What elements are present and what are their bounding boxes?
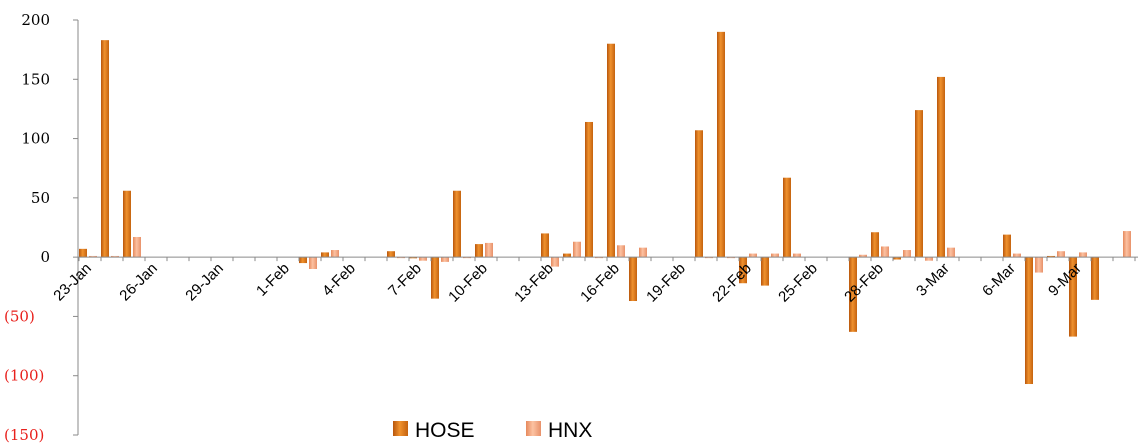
- bar-hose-13-Feb: [541, 233, 549, 258]
- legend-label-hnx: HNX: [548, 419, 592, 442]
- bar-hnx-3-Feb: [331, 250, 339, 258]
- y-axis: 200 150 100 50 0 (50) (100) (150): [4, 11, 79, 444]
- bar-hose-7-Feb: [409, 257, 417, 259]
- bar-hnx-25-Jan: [133, 236, 141, 258]
- bar-hnx-24-Feb: [793, 253, 801, 258]
- bar-hose-15-Feb: [585, 121, 593, 258]
- bar-hose-28-Feb: [871, 232, 879, 258]
- bar-hose-25-Jan: [123, 190, 131, 258]
- bar-hose-8-Feb: [431, 257, 439, 299]
- bar-hnx-28-Feb: [881, 246, 889, 258]
- bar-hnx-13-Feb: [551, 257, 559, 267]
- legend: HOSE HNX: [393, 419, 592, 442]
- x-tick-label: 28-Feb: [841, 260, 887, 306]
- bar-hose-6-Mar: [1003, 234, 1011, 258]
- x-tick-label: 23-Jan: [50, 260, 94, 304]
- x-tick-label: 4-Feb: [319, 260, 359, 300]
- bar-hnx-7-Mar: [1035, 257, 1043, 273]
- bar-hnx-1-Mar: [903, 250, 911, 258]
- bar-hose-23-Feb: [761, 257, 769, 286]
- bar-hnx-7-Feb: [419, 257, 427, 261]
- bar-hose-14-Feb: [563, 253, 571, 258]
- bar-hnx-17-Feb: [639, 247, 647, 258]
- x-tick-label: 10-Feb: [445, 260, 491, 306]
- bar-hnx-23-Jan: [89, 255, 97, 258]
- bar-hnx-22-Feb: [749, 253, 757, 258]
- y-tick-label: 150: [21, 70, 50, 88]
- y-tick-label: 0: [40, 248, 50, 266]
- bar-hose-16-Feb: [607, 43, 615, 258]
- bar-hose-22-Feb: [739, 257, 747, 284]
- x-tick-label: 6-Mar: [979, 260, 1019, 300]
- y-tick-label: (50): [4, 307, 35, 325]
- bar-hose-10-Feb: [475, 244, 483, 258]
- x-tick-label: 9-Mar: [1045, 260, 1085, 300]
- x-axis: 23-Jan 26-Jan 29-Jan 1-Feb 4-Feb 7-Feb 10-Feb 1…: [50, 256, 1138, 306]
- bar-hnx-24-Jan: [111, 255, 119, 258]
- x-tick-label: 25-Feb: [775, 260, 821, 306]
- bar-hose-6-Feb: [387, 251, 395, 258]
- bar-hnx-2-Mar: [925, 257, 933, 261]
- bar-hnx-11-Mar: [1123, 231, 1131, 258]
- bar-hnx-14-Feb: [573, 241, 581, 258]
- bar-hose-2-Mar: [915, 110, 923, 258]
- bar-hnx-23-Feb: [771, 253, 779, 258]
- bar-hose-21-Feb: [717, 31, 725, 258]
- x-tick-label: 1-Feb: [253, 260, 293, 300]
- x-tick-label: 22-Feb: [709, 260, 755, 306]
- bar-hose-24-Feb: [783, 177, 791, 258]
- bar-hose-23-Jan: [79, 248, 87, 258]
- x-tick-label: 26-Jan: [116, 260, 160, 304]
- bar-hose-17-Feb: [629, 257, 637, 302]
- bar-hose-9-Feb: [453, 190, 461, 258]
- bar-hnx-6-Mar: [1013, 253, 1021, 258]
- bar-hnx-3-Mar: [947, 247, 955, 258]
- bar-hose-3-Feb: [321, 252, 329, 258]
- bars: [79, 31, 1131, 385]
- y-tick-label: 200: [21, 11, 50, 29]
- y-tick-label: (100): [4, 367, 44, 385]
- x-tick-label: 16-Feb: [577, 260, 623, 306]
- bar-hose-3-Mar: [937, 76, 945, 258]
- y-tick-label: 100: [21, 130, 50, 148]
- bar-hnx-2-Feb: [309, 257, 317, 269]
- bar-hose-20-Feb: [695, 130, 703, 258]
- x-tick-label: 13-Feb: [511, 260, 557, 306]
- y-tick-label: (150): [4, 426, 44, 444]
- bar-hose-2-Feb: [299, 257, 307, 264]
- bar-hnx-10-Feb: [485, 242, 493, 258]
- bar-hnx-8-Mar: [1057, 251, 1065, 258]
- x-tick-label: 19-Feb: [643, 260, 689, 306]
- bar-hnx-16-Feb: [617, 245, 625, 258]
- legend-swatch-hose: [393, 421, 408, 436]
- bar-hnx-8-Feb: [441, 257, 449, 262]
- bar-hose-27-Feb: [849, 257, 857, 332]
- bar-hose-8-Mar: [1047, 255, 1055, 258]
- x-tick-label: 29-Jan: [182, 260, 226, 304]
- legend-label-hose: HOSE: [415, 419, 475, 442]
- y-tick-label: 50: [31, 189, 50, 207]
- x-tick-label: 7-Feb: [385, 260, 425, 300]
- bar-hose-24-Jan: [101, 40, 109, 258]
- bar-hose-1-Mar: [893, 257, 901, 260]
- bar-hose-7-Mar: [1025, 257, 1033, 385]
- bar-hnx-9-Mar: [1079, 252, 1087, 258]
- bar-hose-10-Mar: [1091, 257, 1099, 300]
- legend-swatch-hnx: [526, 421, 541, 436]
- x-tick-label: 3-Mar: [913, 260, 953, 300]
- bar-hnx-27-Feb: [859, 254, 867, 258]
- bar-hose-9-Mar: [1069, 257, 1077, 337]
